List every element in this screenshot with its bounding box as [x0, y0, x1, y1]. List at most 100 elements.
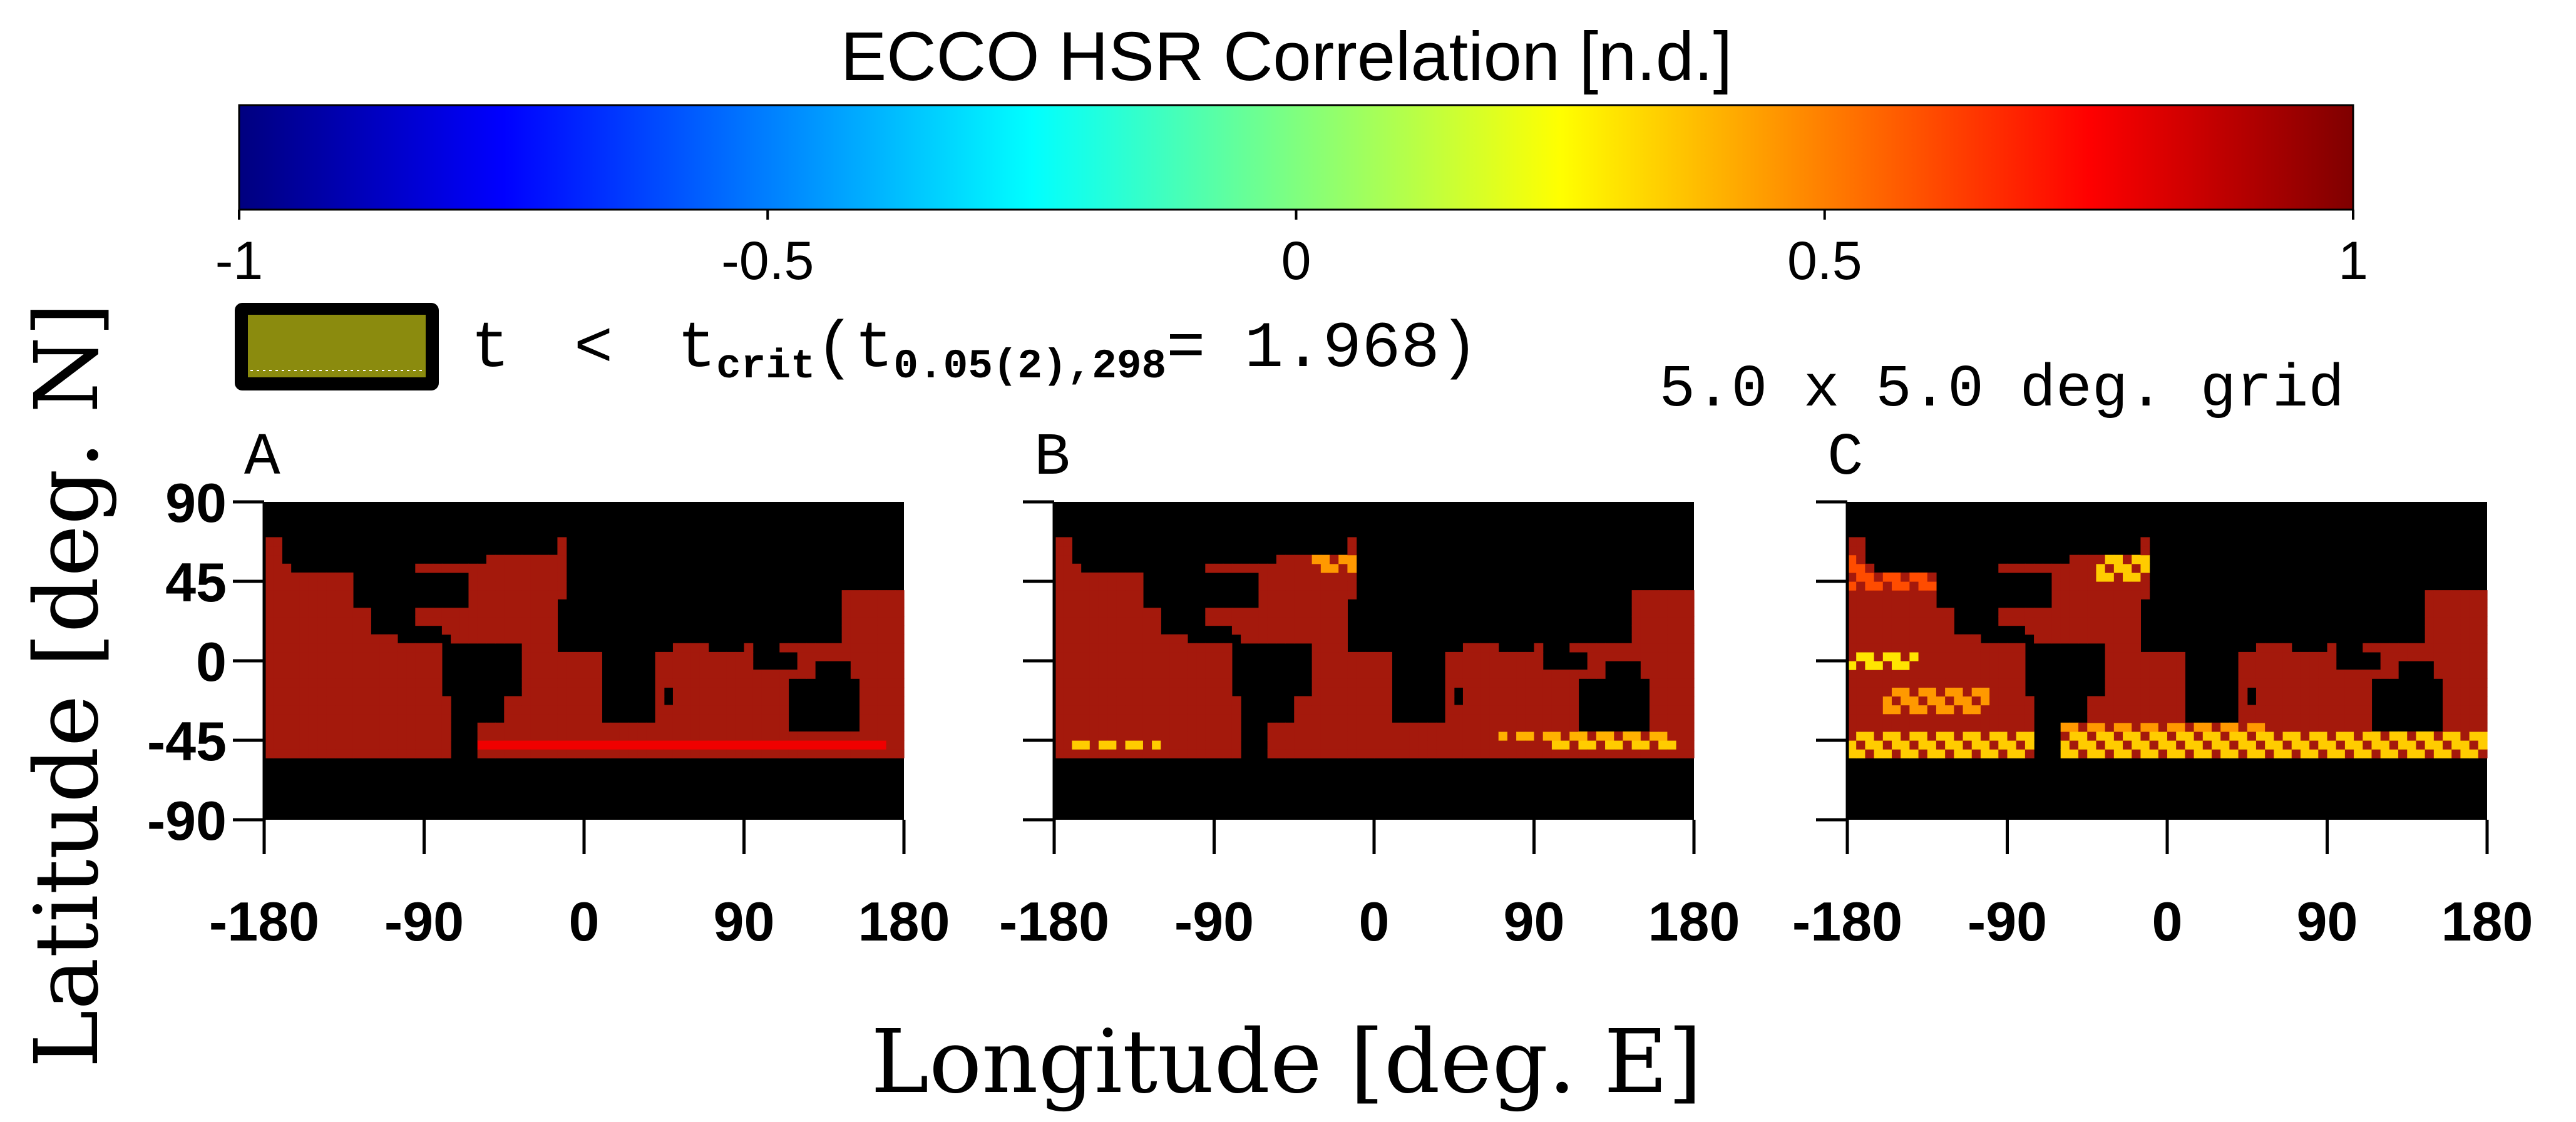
grid-cell [2016, 722, 2026, 732]
grid-cell [2354, 670, 2363, 679]
grid-cell [575, 687, 585, 697]
grid-cell [1161, 670, 1171, 679]
grid-cell [1631, 749, 1641, 758]
grid-cell [1998, 616, 2008, 626]
grid-cell [1865, 563, 1875, 573]
grid-cell [1330, 590, 1339, 599]
grid-cell [1534, 740, 1544, 750]
grid-cell [1569, 678, 1579, 688]
grid-cell [2274, 749, 2284, 758]
grid-cell [2069, 740, 2079, 750]
grid-cell [2300, 670, 2310, 679]
grid-cell [2132, 696, 2142, 706]
grid-cell [1187, 731, 1197, 741]
grid-cell [540, 705, 549, 715]
grid-cell [1640, 731, 1650, 741]
grid-cell [1882, 678, 1892, 688]
grid-cell [1142, 661, 1152, 670]
grid-cell [1152, 608, 1161, 618]
grid-cell [2140, 731, 2150, 741]
grid-cell [1971, 687, 1981, 697]
grid-cell [264, 687, 274, 697]
grid-cell [1116, 722, 1126, 732]
grid-cell [1551, 740, 1561, 750]
grid-cell [1472, 651, 1481, 661]
grid-cell [1847, 608, 1857, 618]
grid-cell [2096, 554, 2106, 564]
grid-cell [1098, 572, 1108, 582]
grid-cell [2255, 670, 2266, 679]
grid-cell [584, 740, 593, 750]
grid-cell [1080, 581, 1090, 591]
grid-cell [1927, 713, 1937, 723]
grid-cell [566, 696, 576, 706]
grid-cell [2176, 696, 2185, 706]
grid-cell [468, 563, 478, 573]
grid-cell [1927, 705, 1937, 715]
grid-cell [282, 687, 292, 697]
grid-cell [877, 590, 887, 599]
grid-cell [1454, 651, 1464, 661]
grid-cell [299, 634, 309, 644]
grid-cell [441, 705, 451, 715]
grid-cell [1063, 722, 1072, 732]
grid-cell [282, 678, 292, 688]
grid-cell [2024, 713, 2035, 723]
grid-cell [2087, 581, 2097, 591]
grid-cell [264, 705, 274, 715]
grid-cell [406, 678, 416, 688]
grid-cell [886, 696, 896, 706]
grid-cell [1098, 740, 1108, 750]
grid-cell [699, 643, 709, 653]
grid-cell [2443, 590, 2452, 599]
grid-cell [1891, 661, 1901, 670]
grid-cell [2211, 749, 2221, 758]
grid-cell [1231, 731, 1241, 741]
grid-cell [433, 608, 443, 618]
grid-cell [2344, 696, 2354, 706]
grid-cell [1685, 678, 1695, 688]
grid-cell [1587, 651, 1597, 661]
grid-cell [1107, 670, 1117, 679]
grid-cell [566, 661, 576, 670]
grid-cell [513, 599, 523, 608]
grid-cell [1445, 661, 1455, 670]
grid-cell [1918, 678, 1928, 688]
grid-cell [584, 661, 593, 670]
grid-cell [1989, 661, 1999, 670]
grid-cell [699, 696, 709, 706]
grid-cell [486, 599, 496, 608]
grid-cell [1472, 643, 1481, 653]
grid-cell [548, 740, 558, 750]
grid-cell [2123, 722, 2132, 732]
grid-cell [1125, 608, 1135, 618]
grid-cell [682, 661, 691, 670]
grid-cell [886, 678, 896, 688]
grid-cell [1927, 687, 1937, 697]
grid-cell [2344, 749, 2354, 758]
grid-cell [1945, 722, 1954, 732]
grid-cell [1480, 749, 1491, 758]
grid-cell [1918, 687, 1928, 697]
grid-cell [1507, 687, 1517, 697]
grid-cell [335, 687, 345, 697]
grid-cell [530, 713, 540, 723]
grid-cell [752, 670, 762, 679]
grid-cell [752, 722, 762, 732]
grid-cell [1498, 687, 1508, 697]
grid-cell [1954, 713, 1964, 723]
grid-cell [708, 696, 718, 706]
grid-cell [1285, 625, 1295, 635]
grid-cell [290, 731, 300, 741]
grid-cell [797, 731, 807, 741]
grid-cell [1971, 643, 1981, 653]
grid-cell [628, 749, 638, 758]
grid-cell [1116, 731, 1126, 741]
grid-cell [468, 608, 478, 618]
grid-cell [335, 749, 345, 758]
grid-cell [637, 740, 647, 750]
grid-cell [735, 740, 745, 750]
grid-cell [2389, 749, 2399, 758]
grid-cell [2078, 590, 2088, 599]
grid-cell [1311, 705, 1321, 715]
